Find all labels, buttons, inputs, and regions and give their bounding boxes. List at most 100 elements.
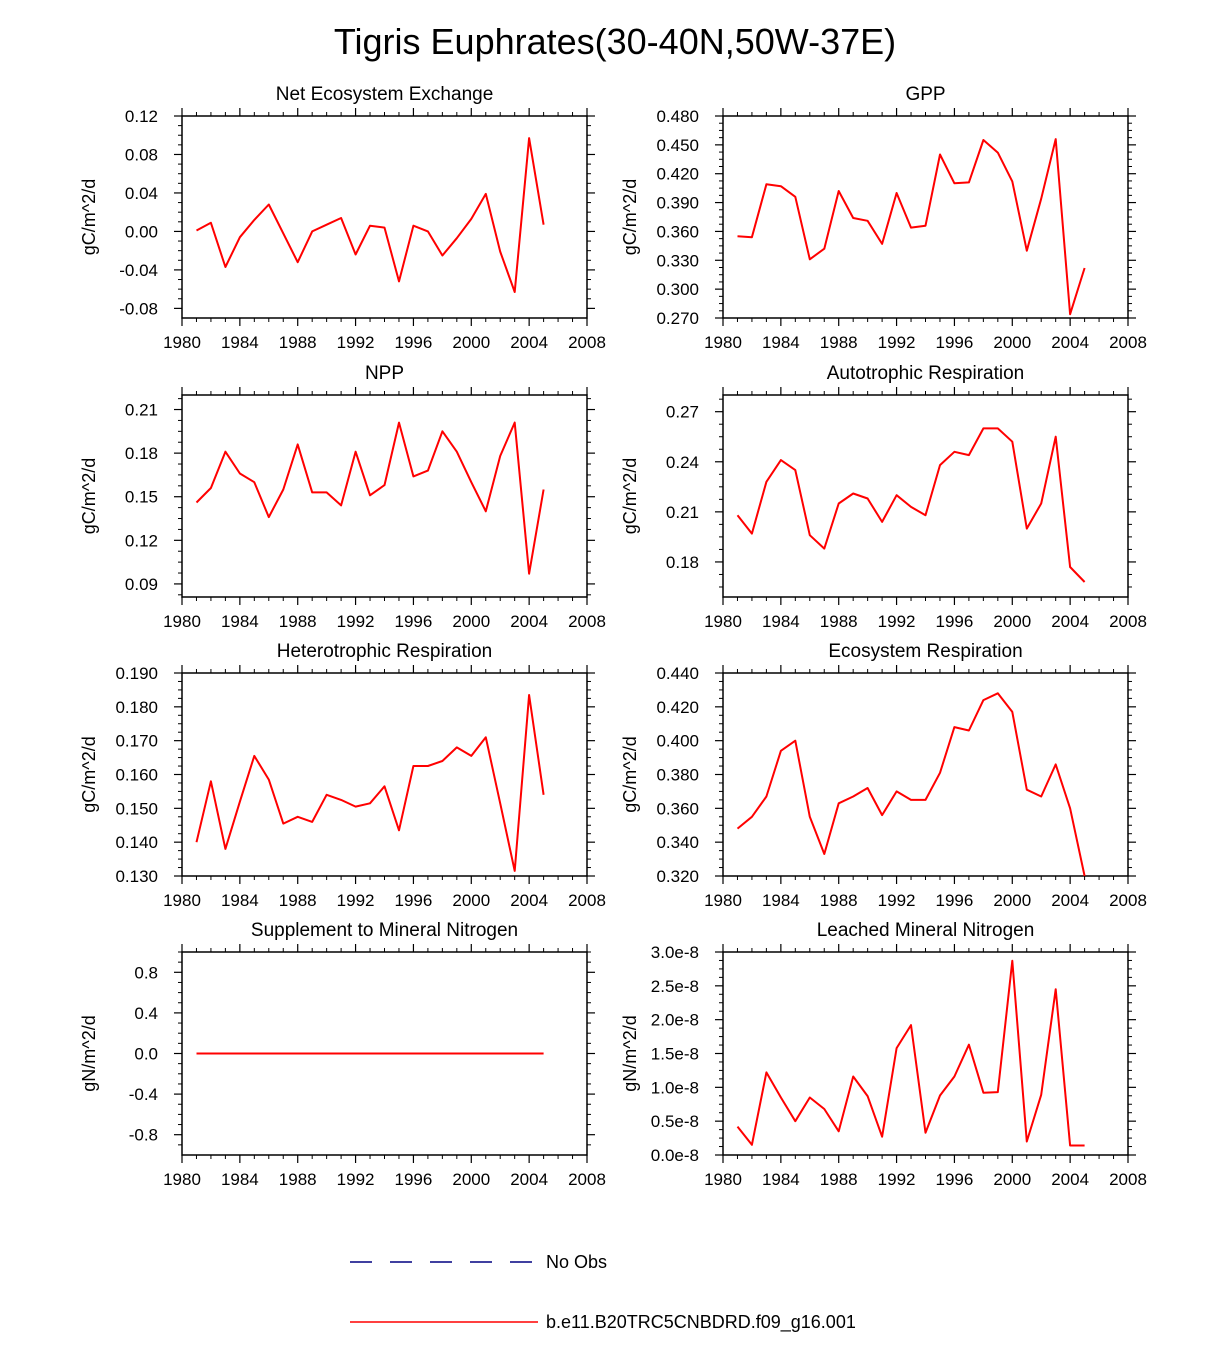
x-tick-label: 2000: [452, 612, 490, 631]
x-tick-label: 1984: [221, 891, 259, 910]
x-tick-label: 1992: [878, 891, 916, 910]
y-tick-label: 0.180: [115, 698, 158, 717]
panel-ecosystem-respiration: Ecosystem Respiration 1980 1984 1988 1992 199…: [620, 641, 1147, 910]
y-tick-label: 0.130: [115, 867, 158, 886]
plot-frame: [181, 394, 588, 598]
y-tick-label: 0.420: [656, 165, 699, 184]
panel-net-ecosystem-exchange: Net Ecosystem Exchange 1980 1984 1988 1992 19…: [79, 84, 606, 352]
y-tick-label: 0.340: [656, 833, 699, 852]
x-tick-label: 1980: [163, 891, 201, 910]
x-tick-label: 2004: [1051, 891, 1089, 910]
y-tick-label: 0.0e-8: [651, 1146, 699, 1165]
x-tick-label: 1996: [936, 612, 974, 631]
y-axis-label: gC/m^2/d: [620, 179, 640, 255]
plot-frame: [181, 672, 588, 877]
y-tick-label: -0.4: [129, 1085, 158, 1104]
panel-title: Supplement to Mineral Nitrogen: [251, 920, 518, 941]
x-tick-label: 1992: [878, 333, 916, 352]
x-tick-label: 1996: [936, 333, 974, 352]
x-tick-label: 1980: [704, 891, 742, 910]
x-tick-label: 1984: [762, 333, 800, 352]
x-tick-label: 1996: [395, 891, 433, 910]
panel-title: Ecosystem Respiration: [828, 641, 1022, 662]
series-line-b-e11-b20trc5cnbdrd-f09-g16-001: [736, 959, 1085, 1147]
panels: Net Ecosystem Exchange 1980 1984 1988 1992 19…: [79, 84, 1147, 1189]
panel-gpp: GPP 1980 1984 1988 1992 1996 2000 2004 2008 0.270…: [620, 84, 1147, 352]
panel-title: Autotrophic Respiration: [827, 363, 1025, 384]
x-tick-label: 1988: [279, 612, 317, 631]
x-tick-label: 2008: [1109, 612, 1147, 631]
series-line-b-e11-b20trc5cnbdrd-f09-g16-001: [196, 137, 545, 293]
legend-label-no-obs: No Obs: [546, 1252, 607, 1272]
panel-title: GPP: [905, 84, 945, 105]
x-tick-label: 1992: [337, 891, 375, 910]
y-tick-label: 0.18: [125, 444, 158, 463]
x-tick-label: 2000: [993, 1170, 1031, 1189]
x-tick-label: 1988: [820, 891, 858, 910]
y-tick-label: 0.380: [656, 766, 699, 785]
x-tick-label: 1996: [395, 612, 433, 631]
y-axis-label: gC/m^2/d: [79, 458, 99, 534]
panel-title: Net Ecosystem Exchange: [276, 84, 494, 105]
y-tick-label: 0.360: [656, 222, 699, 241]
y-tick-label: 0.190: [115, 664, 158, 683]
x-tick-label: 1980: [704, 612, 742, 631]
y-tick-label: 0.15: [125, 488, 158, 507]
x-tick-label: 2000: [452, 891, 490, 910]
y-tick-label: 0.140: [115, 833, 158, 852]
x-tick-label: 1988: [820, 333, 858, 352]
y-tick-label: 0.0: [134, 1045, 158, 1064]
x-tick-label: 2004: [510, 612, 548, 631]
y-tick-label: 0.160: [115, 766, 158, 785]
panel-npp: NPP 1980 1984 1988 1992 1996 2000 2004 2008 0.09 0…: [79, 363, 606, 631]
x-tick-label: 1988: [279, 891, 317, 910]
panel-heterotrophic-respiration: Heterotrophic Respiration 1980 1984 1988 199…: [79, 641, 606, 910]
y-tick-label: 0.24: [666, 453, 699, 472]
x-tick-label: 1984: [762, 891, 800, 910]
y-tick-label: 0.12: [125, 531, 158, 550]
y-tick-label: 0.330: [656, 251, 699, 270]
x-tick-label: 1992: [878, 612, 916, 631]
x-tick-label: 2004: [510, 333, 548, 352]
y-tick-label: 0.450: [656, 136, 699, 155]
y-tick-label: 0.8: [134, 963, 158, 982]
y-tick-label: 0.08: [125, 145, 158, 164]
panel-title: Leached Mineral Nitrogen: [817, 920, 1035, 941]
x-tick-label: 1980: [163, 612, 201, 631]
x-tick-label: 2000: [993, 612, 1031, 631]
y-tick-label: 1.5e-8: [651, 1045, 699, 1064]
x-tick-label: 1988: [820, 1170, 858, 1189]
y-tick-label: 0.21: [666, 503, 699, 522]
plot-frame: [722, 394, 1129, 598]
panel-supplement-to-mineral-nitrogen: Supplement to Mineral Nitrogen 1980 1984 19…: [79, 920, 606, 1189]
x-tick-label: 2004: [1051, 612, 1089, 631]
y-tick-label: 0.12: [125, 107, 158, 126]
x-tick-label: 1992: [337, 612, 375, 631]
x-tick-label: 1996: [395, 333, 433, 352]
x-tick-label: 2004: [510, 891, 548, 910]
x-tick-label: 1996: [936, 891, 974, 910]
y-tick-label: 0.18: [666, 553, 699, 572]
y-tick-label: 3.0e-8: [651, 943, 699, 962]
x-tick-label: 1996: [395, 1170, 433, 1189]
y-tick-label: 0.09: [125, 575, 158, 594]
y-tick-label: 2.0e-8: [651, 1011, 699, 1030]
x-tick-label: 1992: [337, 1170, 375, 1189]
y-tick-label: -0.04: [119, 261, 158, 280]
x-tick-label: 1992: [878, 1170, 916, 1189]
plot-frame: [181, 115, 588, 319]
legend-label-model: b.e11.B20TRC5CNBDRD.f09_g16.001: [546, 1312, 856, 1333]
x-tick-label: 2008: [568, 612, 606, 631]
x-tick-label: 2004: [510, 1170, 548, 1189]
y-axis-label: gC/m^2/d: [79, 736, 99, 812]
figure-title: Tigris Euphrates(30-40N,50W-37E): [334, 21, 896, 62]
x-tick-label: 2008: [1109, 333, 1147, 352]
x-tick-label: 1984: [762, 612, 800, 631]
y-tick-label: 0.5e-8: [651, 1112, 699, 1131]
x-tick-label: 2004: [1051, 333, 1089, 352]
y-tick-label: 0.00: [125, 222, 158, 241]
x-tick-label: 2000: [993, 891, 1031, 910]
legend: No Obs b.e11.B20TRC5CNBDRD.f09_g16.001: [350, 1252, 856, 1333]
y-tick-label: 0.300: [656, 280, 699, 299]
y-tick-label: -0.8: [129, 1126, 158, 1145]
